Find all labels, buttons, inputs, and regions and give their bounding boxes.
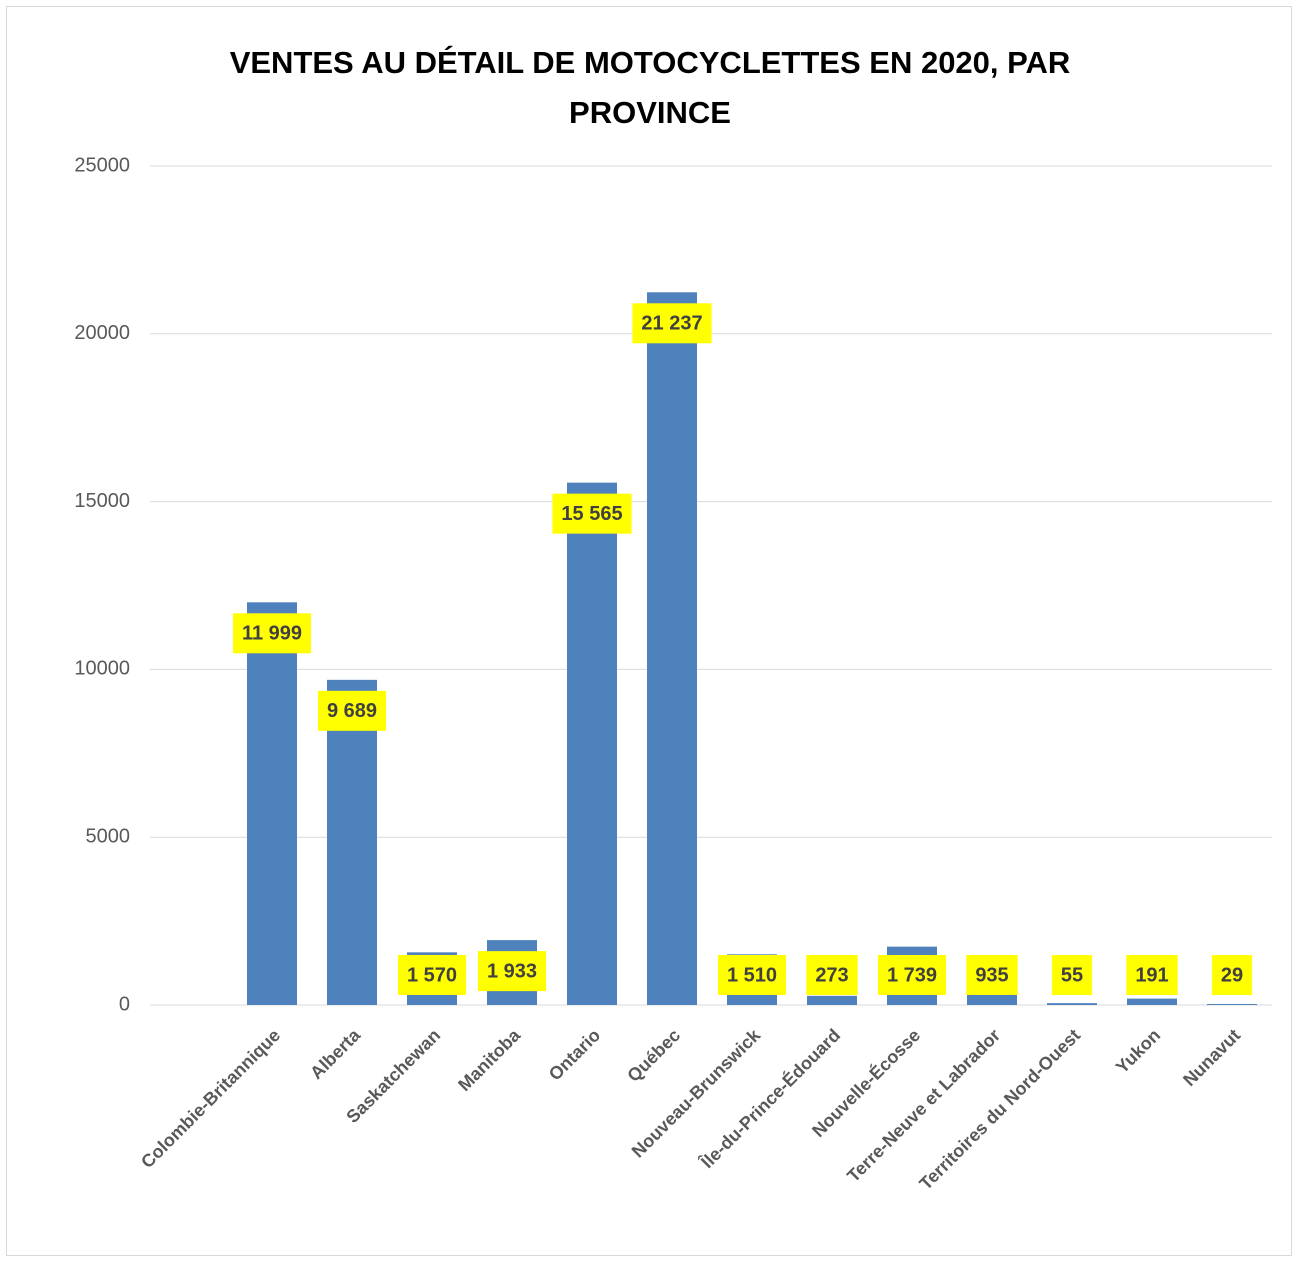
data-label-background — [1126, 955, 1178, 995]
data-label: 55 — [1051, 955, 1093, 995]
data-label-text: 273 — [815, 964, 848, 986]
data-label: 21 237 — [632, 303, 712, 344]
data-label: 9 689 — [317, 690, 387, 731]
bar — [247, 602, 297, 1005]
data-label-background — [477, 951, 547, 992]
x-tick-label: Colombie-Britannique — [137, 1025, 284, 1172]
data-label-text: 1 570 — [407, 964, 457, 986]
data-label: 29 — [1211, 955, 1253, 995]
data-label-text: 55 — [1061, 964, 1083, 986]
data-label: 1 933 — [477, 951, 547, 992]
x-tick-label: Nunavut — [1179, 1025, 1244, 1090]
data-label-background — [397, 955, 467, 995]
data-label: 11 999 — [232, 613, 312, 654]
data-label-text: 1 510 — [727, 964, 777, 986]
bar — [1207, 1004, 1257, 1005]
x-tick-label: Alberta — [306, 1024, 365, 1083]
data-label: 935 — [966, 955, 1018, 995]
data-label-text: 21 237 — [641, 313, 702, 335]
x-tick-label: Nouveau-Brunswick — [628, 1024, 765, 1161]
data-label: 15 565 — [552, 493, 632, 534]
data-label: 1 570 — [397, 955, 467, 995]
data-label-background — [552, 493, 632, 534]
chart-frame — [6, 6, 1292, 1256]
x-tick-label: Territoires du Nord-Ouest — [915, 1025, 1084, 1194]
data-label: 191 — [1126, 955, 1178, 995]
x-tick-label: Île-du-Prince-Édouard — [696, 1024, 845, 1173]
data-label: 1 510 — [717, 955, 787, 995]
data-label-background — [232, 613, 312, 654]
x-tick-label: Manitoba — [454, 1024, 525, 1095]
bar — [647, 292, 697, 1006]
y-tick-label: 5000 — [86, 825, 131, 847]
data-label-text: 11 999 — [242, 623, 302, 645]
data-label-text: 1 739 — [887, 964, 937, 986]
data-label-text: 1 933 — [487, 960, 537, 982]
x-tick-label: Yukon — [1112, 1025, 1164, 1077]
y-tick-label: 10000 — [74, 658, 130, 680]
data-label-background — [1211, 955, 1253, 995]
data-label-text: 935 — [975, 964, 1008, 986]
data-label: 273 — [806, 955, 858, 995]
x-tick-label: Ontario — [545, 1025, 604, 1084]
bar — [1047, 1003, 1097, 1005]
data-label-background — [317, 690, 387, 731]
bar — [327, 679, 377, 1005]
bar — [807, 995, 857, 1005]
data-label-text: 15 565 — [561, 503, 622, 525]
bar — [567, 482, 617, 1005]
chart-title: VENTES AU DÉTAIL DE MOTOCYCLETTES EN 202… — [229, 45, 1071, 130]
y-tick-label: 15000 — [74, 490, 130, 512]
y-tick-label: 20000 — [74, 322, 130, 344]
data-label-background — [1051, 955, 1093, 995]
data-label-text: 191 — [1135, 964, 1168, 986]
data-label: 1 739 — [877, 955, 947, 995]
data-label-background — [966, 955, 1018, 995]
data-label-background — [806, 955, 858, 995]
x-tick-label: Terre-Neuve et Labrador — [843, 1025, 1004, 1186]
data-label-background — [717, 955, 787, 995]
y-tick-label: 25000 — [74, 154, 130, 176]
data-label-text: 29 — [1221, 964, 1243, 986]
bar — [1127, 998, 1177, 1005]
x-tick-label: Québec — [623, 1025, 684, 1086]
data-label-background — [877, 955, 947, 995]
data-label-text: 9 689 — [327, 700, 377, 722]
data-label-background — [632, 303, 712, 344]
y-tick-label: 0 — [119, 993, 130, 1015]
